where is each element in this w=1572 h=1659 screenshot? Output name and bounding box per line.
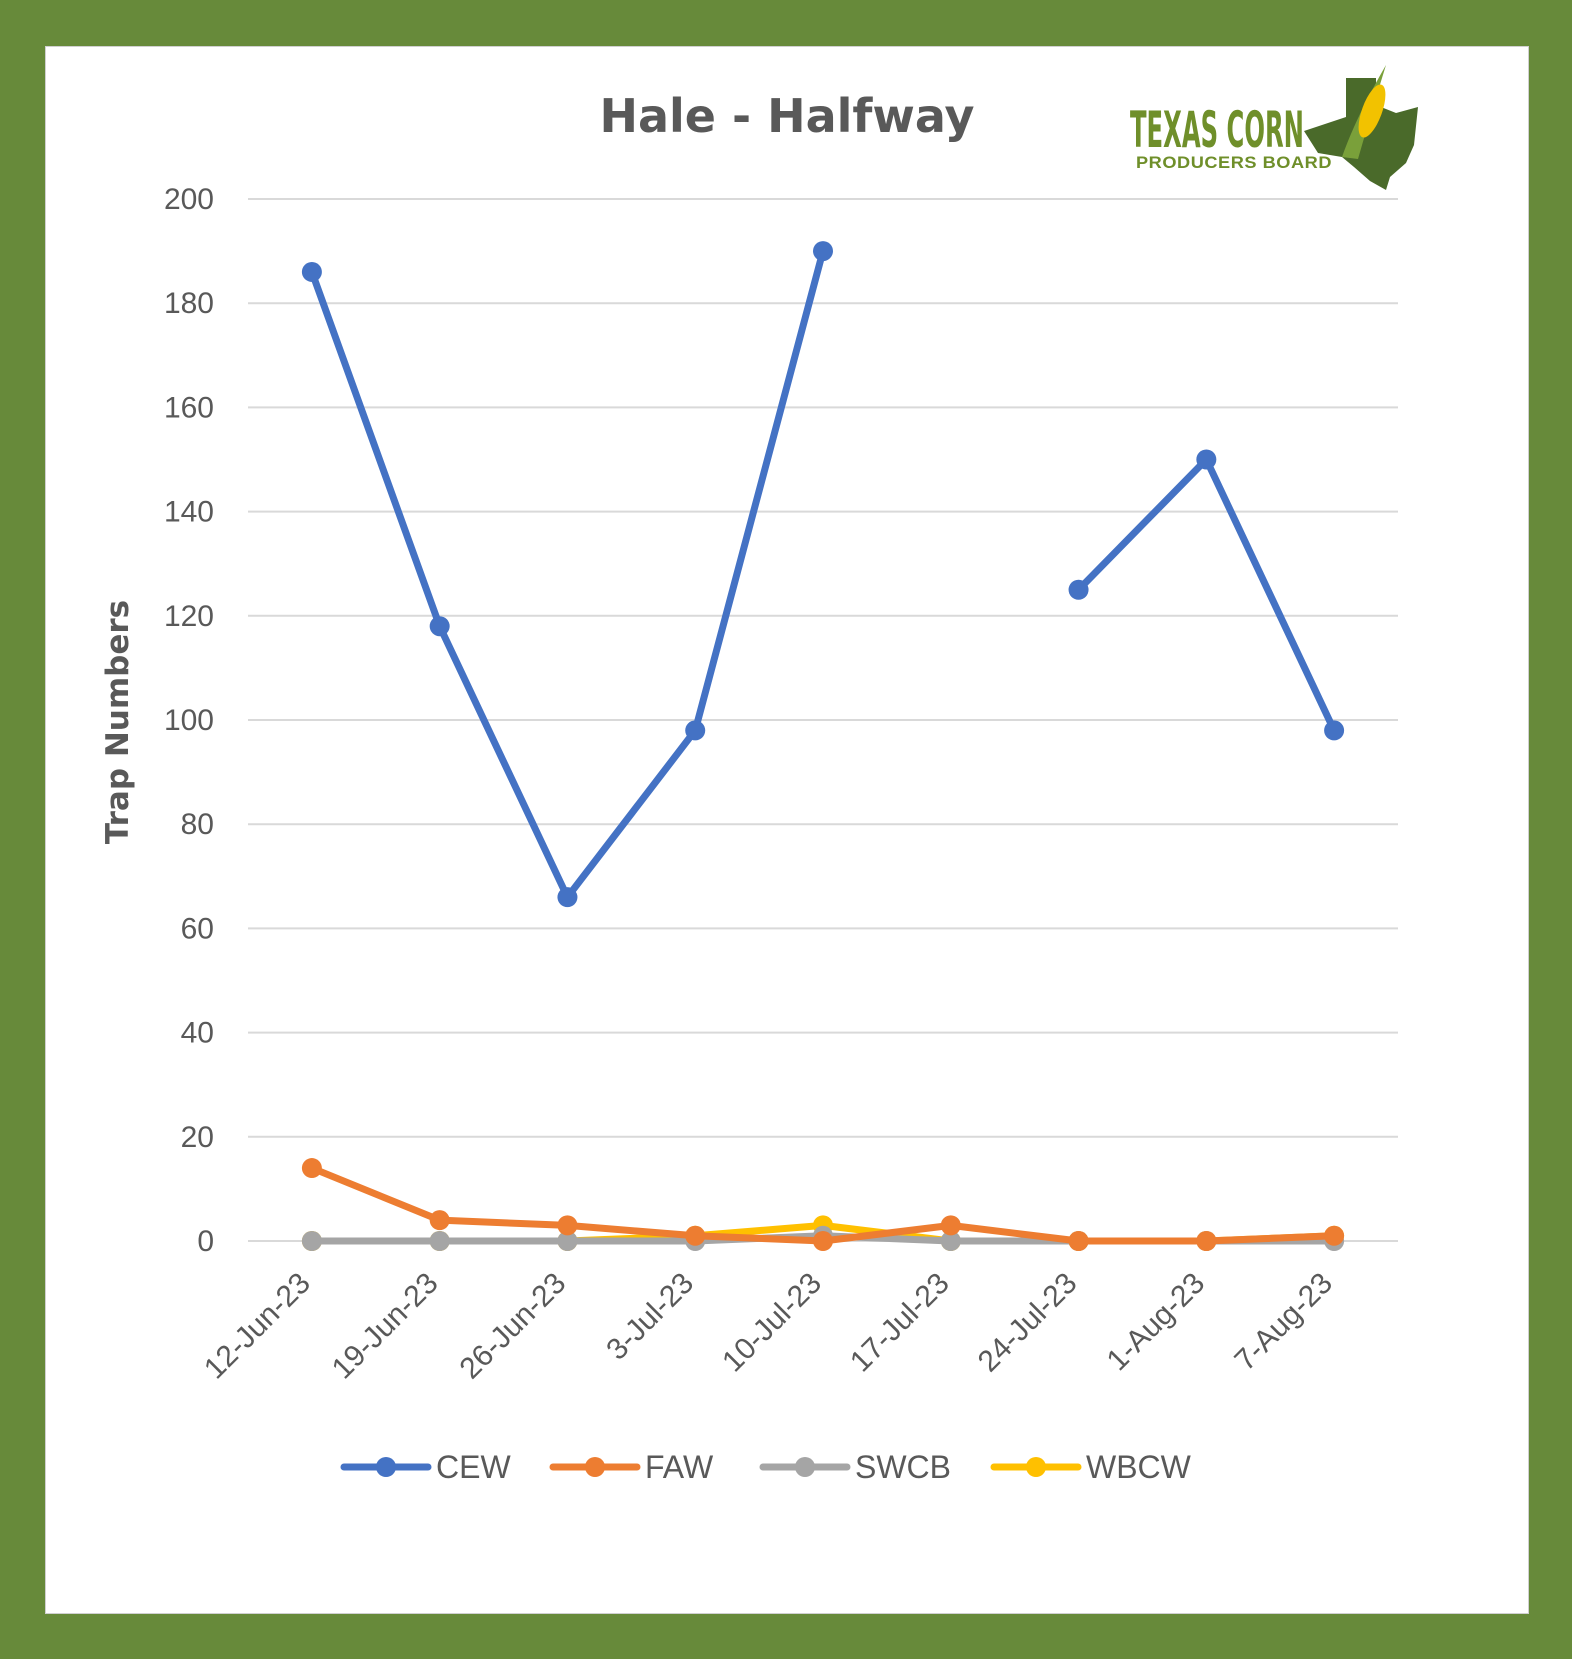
legend-label: WBCW <box>1086 1449 1192 1485</box>
legend-item-swcb: SWCB <box>759 1449 951 1485</box>
data-point <box>301 1231 322 1251</box>
data-point <box>813 241 833 262</box>
legend-item-faw: FAW <box>549 1449 714 1485</box>
legend-swatch-marker <box>795 1457 815 1477</box>
chart-card: Hale - Halfway TEXAS CORN PRODUCERS BOAR… <box>45 46 1529 1614</box>
line-chart: Hale - Halfway TEXAS CORN PRODUCERS BOAR… <box>100 65 1418 1485</box>
y-tick-label: 40 <box>181 1017 214 1050</box>
data-point <box>557 887 578 908</box>
texas-corn-logo: TEXAS CORN PRODUCERS BOARD <box>1130 65 1418 190</box>
series-line <box>1075 456 1338 734</box>
y-axis-title: Trap Numbers <box>100 600 136 844</box>
data-point <box>1196 1231 1217 1251</box>
series-faw <box>301 1158 1345 1251</box>
x-tick-label: 7-Aug-23 <box>1228 1267 1339 1378</box>
data-point <box>1196 449 1217 470</box>
legend: CEW FAW SWCB WBCW <box>340 1449 1192 1485</box>
data-point <box>301 261 322 282</box>
y-tick-label: 160 <box>164 391 214 424</box>
y-axis-ticks: 0 20 40 60 80 100 120 140 160 180 200 <box>164 183 214 1258</box>
chart-title: Hale - Halfway <box>599 89 974 143</box>
y-tick-label: 80 <box>181 808 214 841</box>
data-point <box>813 1231 833 1251</box>
x-tick-label: 24-Jul-23 <box>972 1267 1084 1379</box>
logo-title: TEXAS CORN <box>1130 101 1304 159</box>
series-line <box>308 247 827 901</box>
data-point <box>557 1231 578 1251</box>
data-point <box>429 1231 450 1251</box>
data-point <box>1068 1231 1089 1251</box>
y-tick-label: 100 <box>164 704 214 737</box>
legend-swatch-marker <box>1026 1457 1046 1477</box>
legend-label: CEW <box>436 1449 511 1485</box>
data-point <box>940 1215 961 1236</box>
x-tick-label: 12-Jun-23 <box>198 1267 317 1386</box>
y-tick-label: 140 <box>164 496 214 529</box>
series-lines <box>301 241 1345 1251</box>
data-point <box>940 1231 961 1251</box>
x-axis-ticks: 12-Jun-23 19-Jun-23 26-Jun-23 3-Jul-23 10-Ju… <box>198 1267 1339 1386</box>
x-tick-label: 3-Jul-23 <box>600 1267 700 1367</box>
x-tick-label: 19-Jun-23 <box>326 1267 445 1386</box>
data-point <box>1068 579 1089 600</box>
x-tick-label: 26-Jun-23 <box>454 1267 573 1386</box>
y-tick-label: 200 <box>164 183 214 216</box>
data-point <box>685 1225 706 1246</box>
x-tick-label: 10-Jul-23 <box>716 1267 828 1379</box>
series-cew <box>301 241 1345 908</box>
data-point <box>301 1158 322 1179</box>
data-point <box>1324 720 1345 741</box>
legend-swatch-marker <box>376 1457 396 1477</box>
legend-label: SWCB <box>855 1449 951 1485</box>
y-tick-label: 180 <box>164 287 214 320</box>
legend-item-cew: CEW <box>340 1449 511 1485</box>
y-tick-label: 120 <box>164 600 214 633</box>
data-point <box>429 1210 450 1231</box>
y-tick-label: 0 <box>197 1225 214 1258</box>
legend-label: FAW <box>645 1449 714 1485</box>
data-point <box>429 616 450 637</box>
data-point <box>557 1215 578 1236</box>
x-tick-label: 17-Jul-23 <box>844 1267 956 1379</box>
corn-cob-icon <box>1358 84 1386 138</box>
y-tick-label: 20 <box>181 1121 214 1154</box>
legend-swatch-marker <box>585 1457 605 1477</box>
data-point <box>1324 1225 1345 1246</box>
x-tick-label: 1-Aug-23 <box>1101 1267 1212 1378</box>
logo-subtitle: PRODUCERS BOARD <box>1136 153 1332 172</box>
legend-item-wbcw: WBCW <box>990 1449 1192 1485</box>
data-point <box>685 720 706 741</box>
y-tick-label: 60 <box>181 912 214 945</box>
gridlines <box>248 198 1398 1242</box>
